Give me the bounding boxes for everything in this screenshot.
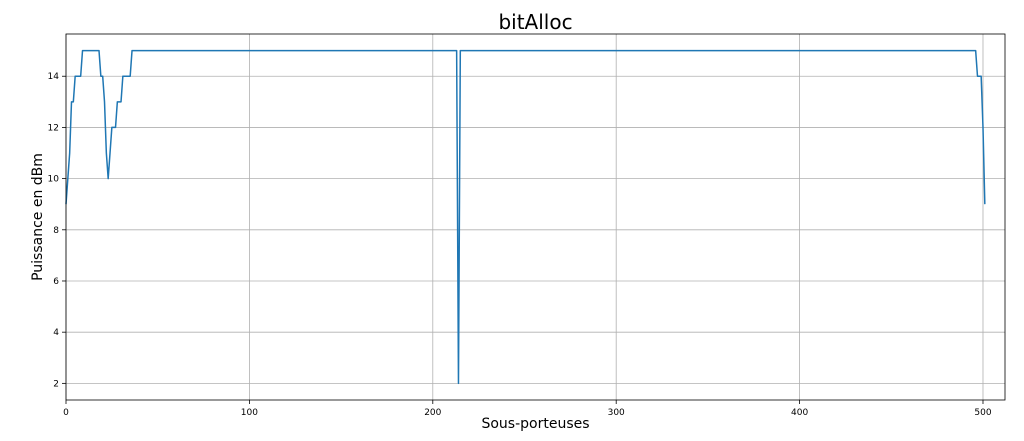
y-tick-label: 12 — [48, 123, 59, 133]
y-axis-label: Puissance en dBm — [30, 153, 46, 281]
x-axis-label: Sous-porteuses — [481, 416, 589, 432]
chart-title: bitAlloc — [498, 10, 572, 34]
axis-ticks: 0 100 200 300 400 500 2 4 6 8 10 12 14 — [48, 72, 992, 418]
y-tick-label: 10 — [48, 175, 60, 185]
plot-frame — [65, 33, 1006, 401]
x-tick-label: 200 — [424, 408, 441, 418]
x-tick-label: 400 — [791, 408, 808, 418]
x-tick-label: 300 — [608, 408, 625, 418]
x-tick-label: 100 — [241, 408, 258, 418]
y-tick-label: 2 — [53, 379, 59, 389]
series-layer — [65, 49, 986, 385]
y-tick-label: 14 — [48, 72, 60, 82]
y-tick-label: 6 — [53, 277, 59, 287]
y-tick-label: 8 — [53, 226, 59, 236]
x-tick-label: 500 — [974, 408, 991, 418]
y-tick-label: 4 — [53, 328, 59, 338]
grid-lines — [65, 34, 1005, 400]
x-tick-label: 0 — [63, 408, 69, 418]
series-line — [65, 49, 986, 385]
